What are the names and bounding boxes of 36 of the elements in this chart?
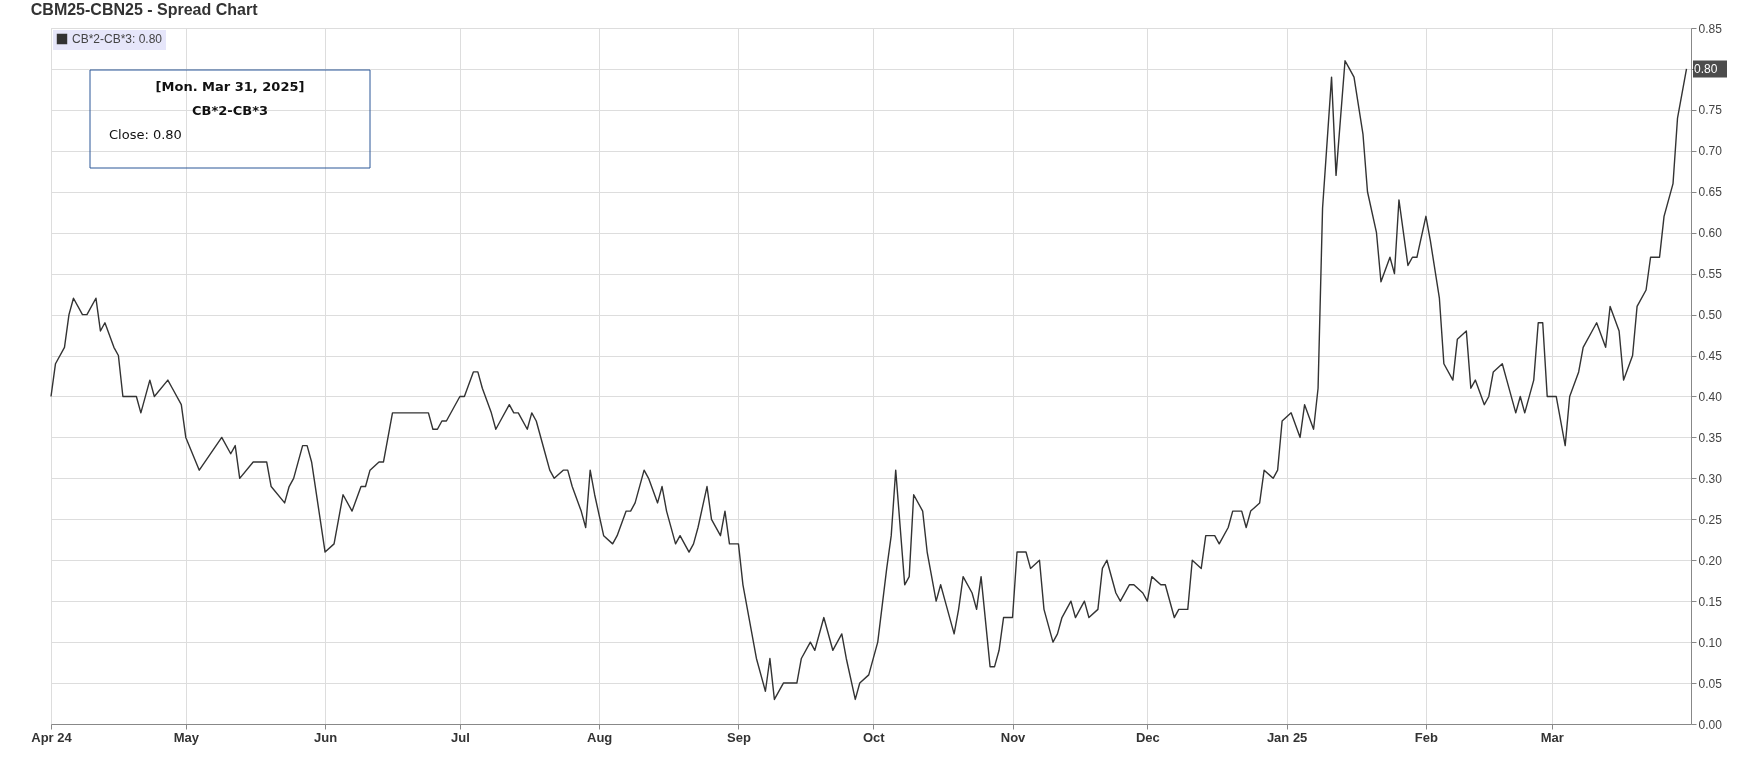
x-tick-label: Feb: [1414, 729, 1439, 745]
x-tick-label: Apr 24: [31, 729, 73, 745]
x-tick-label: Mar: [1540, 729, 1564, 745]
x-tick-label: Aug: [587, 729, 613, 745]
y-tick-label: 0.05: [1698, 676, 1723, 691]
x-tick-label: Jan 25: [1266, 729, 1308, 745]
y-tick-label: 0.20: [1698, 553, 1723, 568]
y-tick-label: 0.00: [1698, 717, 1723, 732]
legend-label: CB*2-CB*3: 0.80: [72, 32, 163, 46]
y-tick-label: 0.40: [1698, 389, 1723, 404]
y-tick-label: 0.50: [1698, 308, 1723, 323]
x-tick-label: Nov: [1000, 729, 1027, 745]
x-tick-label: Jul: [450, 729, 470, 745]
annotation: Close: 0.80: [109, 127, 182, 142]
x-tick-label: Jun: [314, 729, 338, 745]
y-tick-label: 0.85: [1698, 21, 1723, 36]
x-tick-label: May: [173, 729, 200, 745]
x-tick-label: Oct: [862, 729, 886, 745]
annotation: CB*2-CB*3: [192, 103, 268, 118]
y-tick-label: 0.10: [1698, 635, 1723, 650]
y-tick-label: 0.55: [1698, 267, 1723, 282]
y-tick-label: 0.65: [1698, 185, 1723, 200]
x-tick-label: Dec: [1135, 729, 1160, 745]
y-tick-label: 0.70: [1698, 144, 1723, 159]
y-tick-label: 0.15: [1698, 594, 1723, 609]
y-tick-label: 0.60: [1698, 226, 1723, 241]
y-tick-label: 0.75: [1698, 103, 1723, 118]
line-series: [50, 60, 1688, 701]
y-tick-label: 0.25: [1698, 512, 1723, 527]
annotation: [Mon. Mar 31, 2025]: [155, 79, 305, 94]
y-tick-label: 0.30: [1698, 471, 1723, 486]
x-tick-label: Sep: [727, 729, 751, 745]
chart-title: CBM25-CBN25 - Spread Chart: [30, 1, 259, 18]
data-label: 0.80: [1694, 61, 1718, 76]
y-tick-label: 0.45: [1698, 349, 1723, 364]
y-tick-label: 0.35: [1698, 430, 1723, 445]
